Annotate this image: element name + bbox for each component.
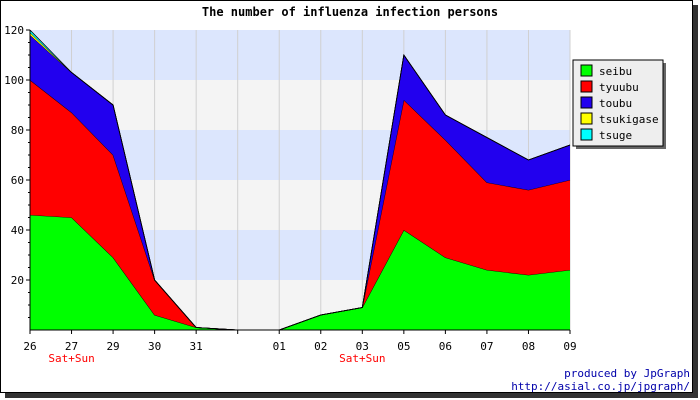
x-tick-label: 07: [480, 340, 493, 353]
x-tick-label: 08: [522, 340, 535, 353]
y-tick-label: 60: [11, 174, 24, 187]
credit-line-1: produced by JpGraph: [564, 367, 690, 380]
plot-band: [30, 30, 570, 80]
chart-title: The number of influenza infection person…: [202, 5, 498, 19]
y-tick-label: 80: [11, 124, 24, 137]
x-tick-label: 26: [23, 340, 36, 353]
legend-label: tyuubu: [599, 81, 639, 94]
x-tick-label: 03: [356, 340, 369, 353]
legend-swatch: [580, 80, 593, 93]
x-tick-label: 09: [563, 340, 576, 353]
x-tick-label: 30: [148, 340, 161, 353]
legend-label: seibu: [599, 65, 632, 78]
area-edge-tsuge: [29, 29, 571, 331]
x-tick-label: 01: [273, 340, 286, 353]
x-tick-label: 27: [65, 340, 78, 353]
legend-label: tsukigase: [599, 113, 659, 126]
x-tick-label: 31: [190, 340, 203, 353]
weekend-label: Sat+Sun: [48, 352, 94, 365]
area-tyuubu: [30, 80, 570, 330]
y-axis-ticks: 20 40 60 80 100 120: [4, 24, 30, 318]
weekend-label: Sat+Sun: [339, 352, 385, 365]
x-tick-label: 02: [314, 340, 327, 353]
y-tick-label: 40: [11, 224, 24, 237]
legend-swatch: [580, 128, 593, 141]
legend-swatch: [580, 96, 593, 109]
plot-band: [30, 80, 570, 130]
legend-swatch: [580, 64, 593, 77]
legend-label: toubu: [599, 97, 632, 110]
legend: seibu tyuubu toubu tsukigase tsuge: [572, 59, 666, 149]
legend-swatch: [580, 112, 593, 125]
y-tick-label: 100: [4, 74, 24, 87]
area-seibu: [30, 215, 570, 330]
x-tick-label: 05: [397, 340, 410, 353]
y-tick-label: 120: [4, 24, 24, 37]
area-toubu: [30, 35, 570, 330]
legend-label: tsuge: [599, 129, 632, 142]
area-layers: [29, 29, 571, 331]
credit-line-2: http://asial.co.jp/jpgraph/: [511, 380, 690, 393]
x-axis-ticks: 26 27 29 30 31 01 02 03 05 06 07 08 09 Sat+Sun Sat+Sun: [23, 330, 577, 365]
x-tick-label: 06: [439, 340, 452, 353]
x-tick-label: 29: [106, 340, 119, 353]
y-tick-label: 20: [11, 274, 24, 287]
